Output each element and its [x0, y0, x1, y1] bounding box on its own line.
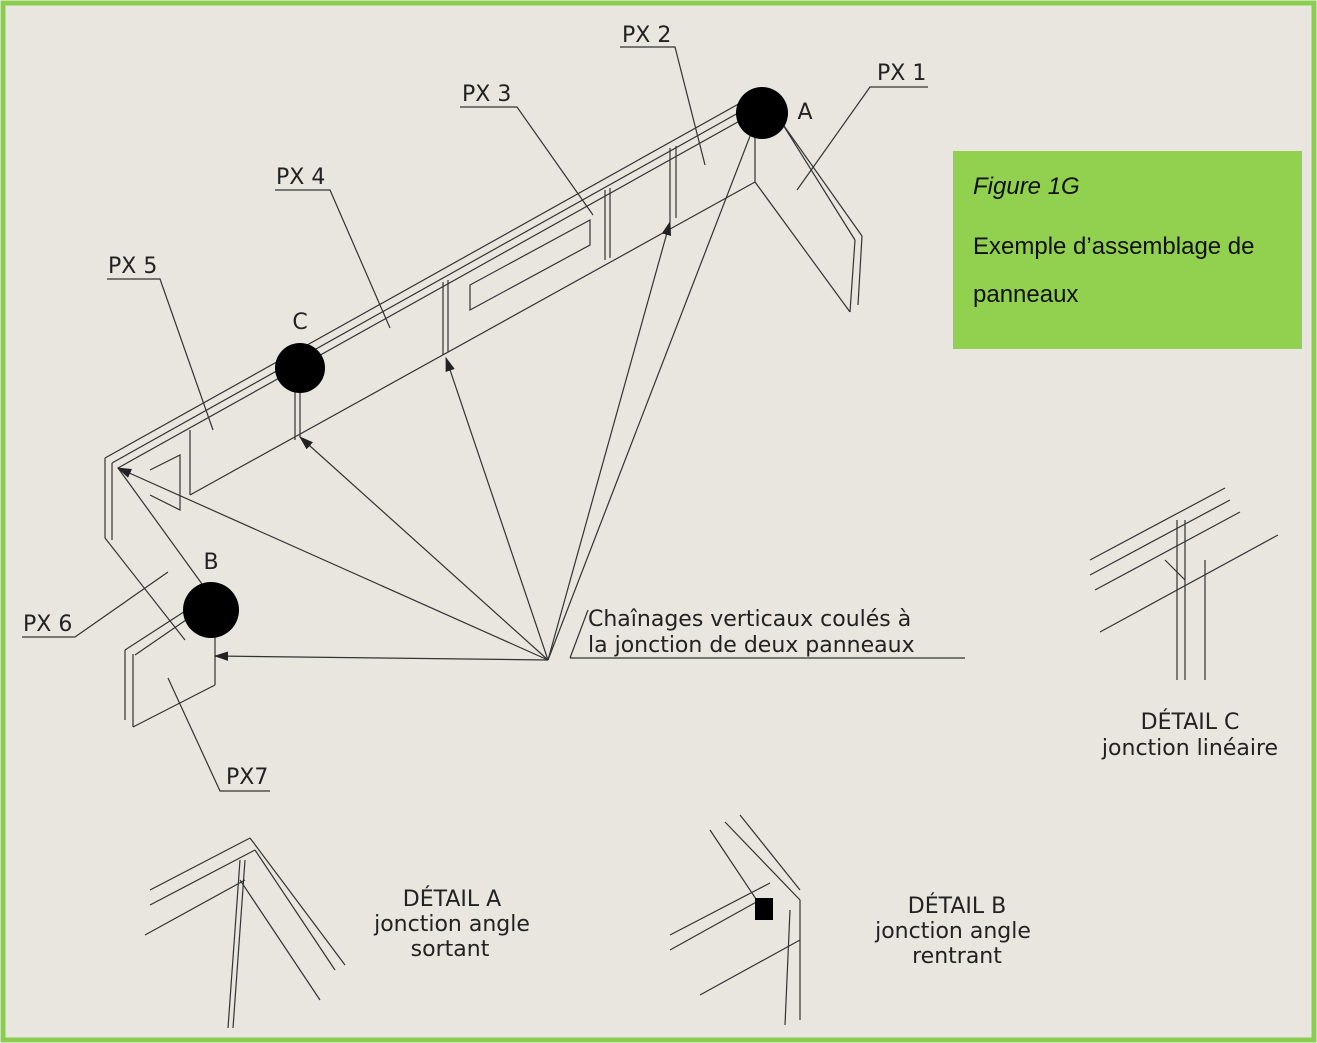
- detail-text: rentrant: [912, 944, 1002, 969]
- detail-title: DÉTAIL A: [403, 886, 501, 912]
- junction-label: A: [797, 100, 812, 125]
- figure-caption: Exemple d’assemblage de panneaux: [973, 223, 1282, 319]
- detail-title: DÉTAIL C: [1141, 709, 1240, 735]
- panel-label: PX 2: [622, 23, 671, 48]
- detail-text: jonction linéaire: [1101, 736, 1278, 761]
- panel-label: PX 6: [23, 612, 72, 637]
- caption-box: Figure 1G Exemple d’assemblage de pannea…: [953, 151, 1302, 349]
- detail-text: sortant: [411, 937, 490, 962]
- annotation: Chaînages verticaux coulés à: [588, 607, 911, 632]
- figure-number: Figure 1G: [973, 173, 1282, 201]
- panel-label: PX 4: [276, 165, 325, 190]
- panel-label: PX 3: [462, 82, 511, 107]
- detail-title: DÉTAIL B: [908, 893, 1006, 919]
- panel-label: PX7: [226, 765, 268, 790]
- detail-text: jonction angle: [373, 912, 530, 937]
- panel-label: PX 5: [108, 254, 157, 279]
- annotation: la jonction de deux panneaux: [588, 633, 915, 658]
- junction-label: C: [292, 310, 307, 335]
- detail-text: jonction angle: [874, 919, 1031, 944]
- panel-label: PX 1: [877, 61, 926, 86]
- junction-label: B: [203, 550, 218, 575]
- page: PX 2 PX 1 PX 3 PX 4 PX 5 PX 6 PX7 A B C …: [0, 0, 1317, 1043]
